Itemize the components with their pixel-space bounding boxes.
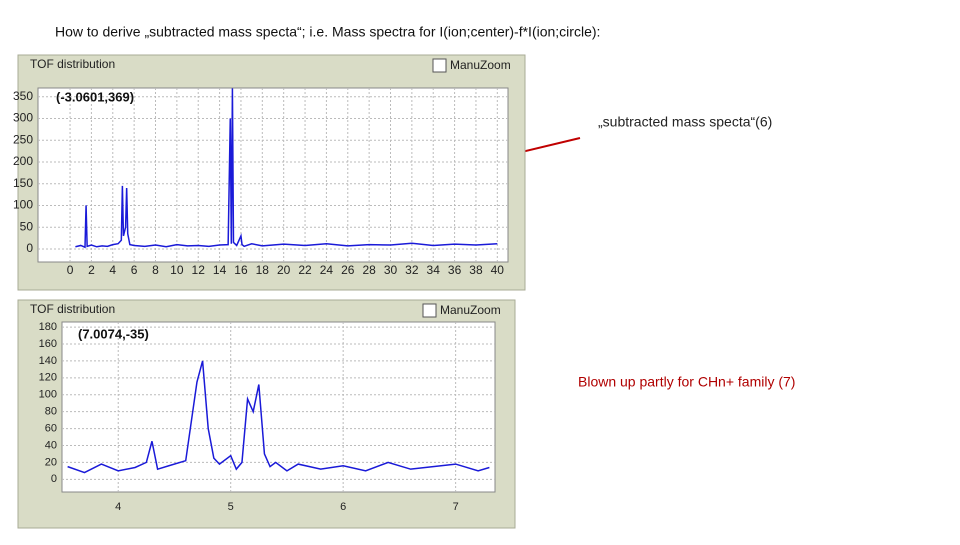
y-tick-label: 60: [45, 422, 57, 434]
x-tick-label: 40: [491, 263, 505, 277]
x-tick-label: 7: [453, 501, 459, 513]
x-tick-label: 34: [427, 263, 441, 277]
y-tick-label: 140: [39, 355, 57, 367]
x-tick-label: 30: [384, 263, 398, 277]
panel-title: TOF distribution: [30, 302, 115, 316]
x-tick-label: 26: [341, 263, 355, 277]
x-tick-label: 4: [109, 263, 116, 277]
y-tick-label: 100: [39, 389, 57, 401]
x-tick-label: 2: [88, 263, 95, 277]
y-tick-label: 180: [39, 321, 57, 333]
checkbox-label: ManuZoom: [450, 58, 511, 72]
y-tick-label: 200: [13, 154, 33, 168]
x-tick-label: 12: [192, 263, 206, 277]
y-tick-label: 20: [45, 456, 57, 468]
x-tick-label: 22: [298, 263, 312, 277]
y-tick-label: 40: [45, 439, 57, 451]
x-tick-label: 18: [256, 263, 270, 277]
x-tick-label: 16: [234, 263, 248, 277]
y-tick-label: 150: [13, 176, 33, 190]
x-tick-label: 14: [213, 263, 227, 277]
y-tick-label: 300: [13, 111, 33, 125]
x-tick-label: 36: [448, 263, 462, 277]
y-tick-label: 0: [26, 241, 33, 255]
slide-title: How to derive „subtracted mass specta“; …: [55, 24, 600, 40]
x-tick-label: 0: [67, 263, 74, 277]
coordinate-readout: (7.0074,-35): [78, 326, 149, 341]
checkbox: [422, 303, 437, 318]
y-tick-label: 160: [39, 338, 57, 350]
data-line: [75, 88, 498, 249]
y-tick-label: 100: [13, 198, 33, 212]
x-tick-label: 5: [228, 501, 234, 513]
y-tick-label: 0: [51, 473, 57, 485]
coordinate-readout: (-3.0601,369): [56, 89, 134, 104]
checkbox-label: ManuZoom: [440, 303, 501, 317]
y-tick-label: 350: [13, 89, 33, 103]
y-tick-label: 250: [13, 132, 33, 146]
x-tick-label: 38: [469, 263, 483, 277]
x-tick-label: 10: [170, 263, 184, 277]
checkbox: [432, 58, 447, 73]
y-tick-label: 80: [45, 406, 57, 418]
x-tick-label: 8: [152, 263, 159, 277]
x-tick-label: 24: [320, 263, 334, 277]
x-tick-label: 28: [362, 263, 376, 277]
annotation: Blown up partly for CHn+ family (7): [578, 374, 795, 390]
x-tick-label: 20: [277, 263, 291, 277]
data-line: [67, 360, 490, 474]
y-tick-label: 120: [39, 372, 57, 384]
panel-title: TOF distribution: [30, 57, 115, 71]
x-tick-label: 6: [131, 263, 138, 277]
x-tick-label: 6: [340, 501, 346, 513]
x-tick-label: 4: [115, 501, 121, 513]
annotation: „subtracted mass specta“(6): [598, 114, 772, 130]
x-tick-label: 32: [405, 263, 419, 277]
plot-area: [37, 87, 509, 263]
y-tick-label: 50: [20, 219, 34, 233]
